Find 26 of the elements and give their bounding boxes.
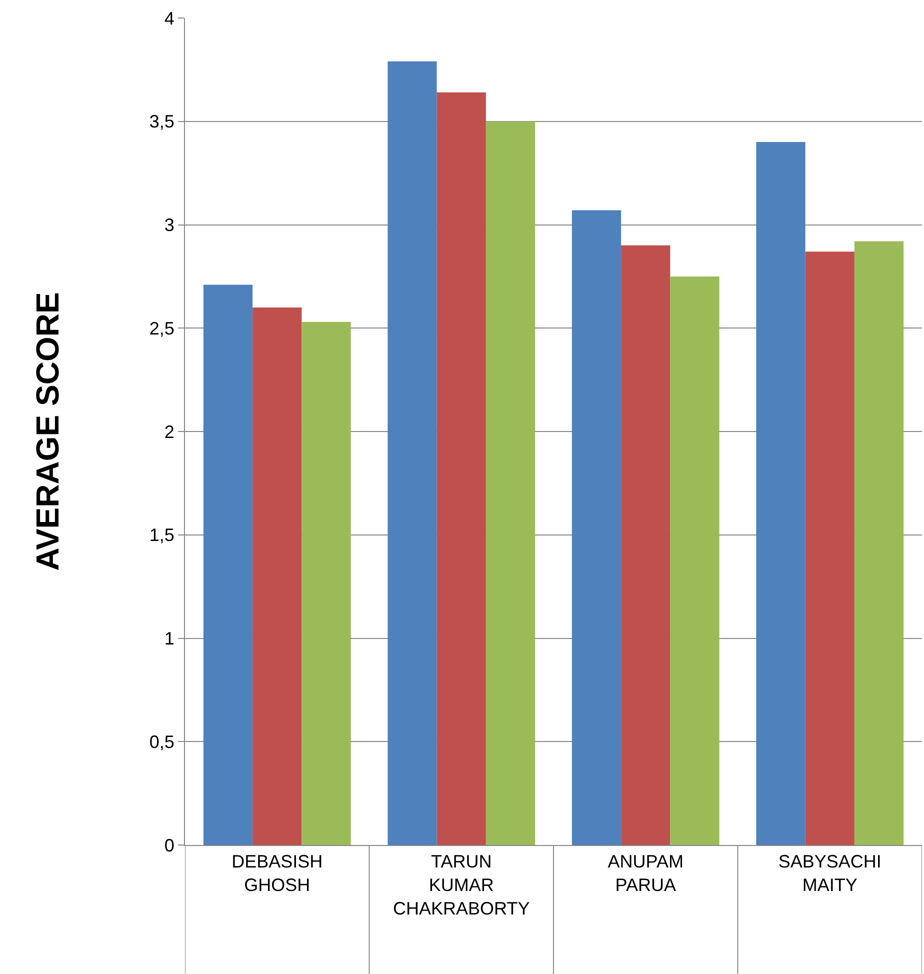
bar — [388, 61, 437, 845]
bar — [203, 284, 253, 845]
bar — [756, 142, 806, 845]
y-tick-label: 3 — [164, 215, 174, 236]
y-tick-label: 4 — [164, 8, 174, 28]
bar — [670, 276, 720, 845]
y-tick-label: 1,5 — [149, 525, 174, 546]
y-tick-label: 3,5 — [149, 112, 174, 132]
bar — [486, 121, 536, 845]
y-tick-label: 0,5 — [149, 732, 174, 752]
x-tick-label: ANUPAM PARUA — [608, 852, 684, 895]
y-axis-title: AVERAGE SCORE — [30, 292, 66, 571]
x-tick-label: DEBASISH GHOSH — [232, 852, 323, 895]
bar — [854, 241, 904, 845]
y-tick-label: 2 — [164, 422, 174, 442]
x-tick-label: TARUN KUMAR CHAKRABORTY — [393, 852, 530, 918]
y-tick-label: 2,5 — [149, 318, 174, 338]
bar — [252, 307, 302, 845]
bar — [621, 245, 670, 845]
bar — [805, 252, 854, 845]
bar — [436, 92, 486, 845]
x-tick-label: SABYSACHI MAITY — [778, 852, 882, 895]
bar — [302, 322, 351, 845]
bar — [572, 210, 622, 845]
y-tick-label: 1 — [164, 628, 174, 649]
y-tick-label: 0 — [164, 835, 174, 856]
